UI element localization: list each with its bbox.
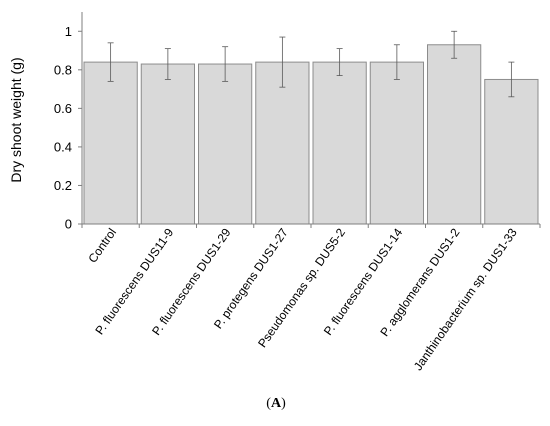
y-axis-title: Dry shoot weight (g) bbox=[8, 57, 24, 182]
y-tick-label: 0.6 bbox=[54, 101, 72, 116]
bars-layer bbox=[83, 44, 539, 225]
bar bbox=[140, 63, 195, 225]
bar bbox=[312, 61, 367, 225]
y-tick-label: 0.2 bbox=[54, 178, 72, 193]
bar bbox=[255, 61, 310, 225]
error-bar bbox=[451, 30, 458, 59]
error-bar bbox=[508, 61, 515, 98]
error-bar bbox=[279, 36, 286, 88]
bar bbox=[369, 61, 424, 225]
y-tick-label: 0 bbox=[65, 217, 72, 232]
y-tick-label: 0.4 bbox=[54, 139, 72, 154]
bar bbox=[83, 61, 138, 225]
bar bbox=[427, 44, 482, 225]
x-tick-label: Control bbox=[85, 226, 119, 266]
error-bar bbox=[164, 48, 171, 80]
error-bar bbox=[222, 46, 229, 82]
panel-label: (A) bbox=[266, 396, 286, 411]
x-tick-label: Janthinobacterium sp. DUS1-33 bbox=[411, 225, 520, 373]
y-tick-label: 1 bbox=[65, 24, 72, 39]
error-bar bbox=[336, 48, 343, 76]
bar bbox=[484, 78, 539, 225]
bar bbox=[198, 63, 253, 225]
error-bar bbox=[393, 44, 400, 80]
y-tick-label: 0.8 bbox=[54, 62, 72, 77]
axes-layer bbox=[78, 12, 541, 228]
error-bar bbox=[107, 42, 114, 82]
error-bars-layer bbox=[107, 30, 515, 98]
